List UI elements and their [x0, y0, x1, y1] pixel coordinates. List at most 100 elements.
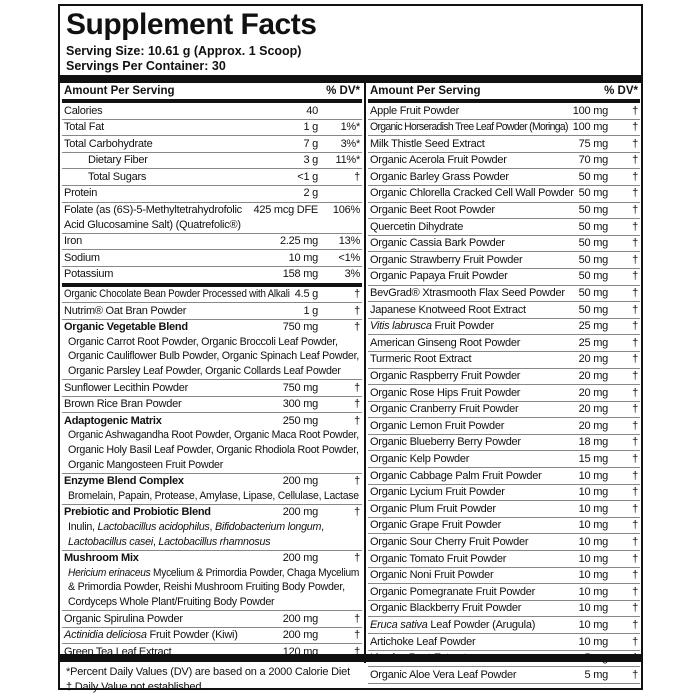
ingredient-name: Organic Sour Cherry Fruit Powder: [370, 535, 640, 550]
amount: 200 mg: [282, 629, 318, 642]
ingredient-row: Folate (as (6S)-5-Methyltetrahydrofolic A…: [62, 203, 362, 234]
ingredient-row: Vitis labrusca Fruit Powder 25 mg †: [368, 319, 640, 336]
text-segment: Cordyceps Whole Plant/Fruiting Body Powd…: [68, 595, 275, 608]
text-segment: & Primordia Powder, Reishi Mushroom Frui…: [68, 581, 345, 594]
text-segment: Mushroom Mix: [64, 552, 139, 565]
ingredient-row: Adaptogenic Matrix Organic Ashwagandha Ro…: [62, 413, 362, 474]
name-text: Organic Beet Root Powder: [370, 203, 495, 218]
text-segment: Organic Blackberry Fruit Powder: [370, 602, 522, 615]
daily-value: †: [354, 381, 360, 394]
name-text: Organic Barley Grass Powder: [370, 170, 509, 185]
daily-value: †: [632, 187, 638, 200]
name-text: Sunflower Lecithin Powder: [64, 381, 188, 396]
amount: 20 mg: [578, 353, 609, 366]
thick-divider: [60, 75, 641, 83]
name-text: Enzyme Blend Complex: [64, 474, 184, 489]
daily-value: †: [632, 253, 638, 266]
ingredient-name: Total Fat: [64, 120, 362, 135]
name-text: Acid Glucosamine Salt) (Quatrefolic®): [64, 218, 241, 233]
blend-components: Organic Cauliflower Bulb Powder, Organic…: [64, 349, 362, 364]
ingredient-name: Adaptogenic Matrix: [64, 414, 362, 429]
amount: 200 mg: [282, 475, 318, 488]
daily-value: 13%: [338, 235, 361, 248]
daily-value: †: [632, 320, 638, 333]
text-segment: Organic Rose Hips Fruit Powder: [370, 386, 521, 399]
text-segment: ,: [209, 520, 215, 533]
ingredient-row: Prebiotic and Probiotic Blend Inulin, Lac…: [62, 505, 362, 551]
daily-value: †: [632, 519, 638, 532]
amount: 50 mg: [578, 237, 609, 250]
dv-header: % DV*: [604, 85, 638, 97]
text-segment: Organic Pomegranate Fruit Powder: [370, 585, 536, 598]
text-segment: Milk Thistle Seed Extract: [370, 137, 485, 150]
daily-value: †: [632, 303, 638, 316]
daily-value: †: [354, 629, 360, 642]
blend-components: Lactobacillus casei, Lactobacillus rhamn…: [64, 535, 362, 550]
daily-value: †: [354, 645, 360, 658]
ingredient-name: Apple Fruit Powder: [370, 104, 640, 119]
text-segment: American Ginseng Root Powder: [370, 336, 521, 349]
daily-value: †: [632, 486, 638, 499]
ingredient-name: Organic Lemon Fruit Powder: [370, 419, 640, 434]
name-text: Organic Papaya Fruit Powder: [370, 269, 508, 284]
name-text: Total Fat: [64, 120, 104, 135]
ingredient-row: Apple Fruit Powder 100 mg †: [368, 103, 640, 120]
name-text: Calories: [64, 104, 103, 119]
daily-value: †: [632, 569, 638, 582]
ingredient-name: Quercetin Dihydrate: [370, 220, 640, 235]
blend-components-text: Organic Carrot Root Powder, Organic Broc…: [68, 335, 338, 348]
name-text: Organic Chocolate Bean Powder Processed …: [64, 287, 290, 302]
daily-value: †: [632, 220, 638, 233]
text-segment: Organic Kelp Powder: [370, 452, 470, 465]
amount: 200 mg: [282, 552, 318, 565]
daily-value: <1%: [338, 251, 360, 264]
amount: 10 mg: [578, 552, 609, 565]
ingredient-name: Organic Grape Fruit Powder: [370, 518, 640, 533]
text-segment: Organic Chocolate Bean Powder Processed …: [64, 288, 290, 301]
amount: 18 mg: [578, 436, 609, 449]
ingredient-row: Organic Strawberry Fruit Powder 50 mg †: [368, 252, 640, 269]
daily-value: †: [632, 469, 638, 482]
ingredient-row: Organic Lemon Fruit Powder 20 mg †: [368, 418, 640, 435]
ingredient-name: BevGrad® Xtrasmooth Flax Seed Powder: [370, 286, 640, 301]
ingredient-row: Total Fat 1 g 1%*: [62, 120, 362, 137]
amount: 1 g: [303, 304, 318, 317]
ingredient-row: Organic Beet Root Powder 50 mg †: [368, 203, 640, 220]
name-text: Organic Cranberry Fruit Powder: [370, 402, 519, 417]
name-text: Organic Blueberry Berry Powder: [370, 435, 521, 450]
text-segment: Protein: [64, 187, 98, 200]
text-segment: Organic Strawberry Fruit Powder: [370, 253, 523, 266]
daily-value: †: [632, 121, 638, 134]
amount: 50 mg: [578, 287, 609, 300]
name-text: Organic Rose Hips Fruit Powder: [370, 386, 520, 401]
daily-value: †: [632, 452, 638, 465]
text-segment: Organic Cranberry Fruit Powder: [370, 403, 519, 416]
ingredient-row: Organic Rose Hips Fruit Powder 20 mg †: [368, 385, 640, 402]
ingredient-row: Artichoke Leaf Powder 10 mg †: [368, 634, 640, 651]
ingredient-row: Dietary Fiber 3 g 11%*: [62, 153, 362, 170]
ingredient-row: Organic Cranberry Fruit Powder 20 mg †: [368, 402, 640, 419]
daily-value: †: [632, 386, 638, 399]
dv-header: % DV*: [326, 85, 360, 97]
blend-components-text: Organic Holy Basil Leaf Powder, Organic …: [68, 443, 359, 456]
ingredient-name: Organic Blackberry Fruit Powder: [370, 601, 640, 616]
daily-value: †: [354, 288, 360, 301]
ingredient-row: Organic Spirulina Powder 200 mg †: [62, 611, 362, 628]
name-text: Organic Spirulina Powder: [64, 612, 183, 627]
ingredient-row: Organic Kelp Powder 15 mg †: [368, 451, 640, 469]
italic-text: Lactobacillus casei: [68, 535, 153, 548]
name-text: Actinidia deliciosa Fruit Powder (Kiwi): [64, 628, 238, 643]
amount: 25 mg: [578, 336, 609, 349]
italic-text: Eruca sativa: [370, 618, 428, 631]
serving-size: Serving Size: 10.61 g (Approx. 1 Scoop): [66, 44, 302, 58]
ingredient-row: Organic Lycium Fruit Powder 10 mg †: [368, 485, 640, 502]
footnote-dagger: † Daily Value not established.: [66, 681, 205, 693]
ingredient-row: Total Carbohydrate 7 g 3%*: [62, 136, 362, 153]
name-text: Organic Chlorella Cracked Cell Wall Powd…: [370, 186, 574, 201]
amount: 10 mg: [578, 469, 609, 482]
daily-value: 11%*: [335, 154, 361, 167]
name-text: Organic Pomegranate Fruit Powder: [370, 585, 535, 600]
daily-value: 1%*: [340, 121, 361, 134]
ingredient-name: Organic Chlorella Cracked Cell Wall Powd…: [370, 186, 640, 201]
ingredient-name: Brown Rice Bran Powder: [64, 397, 362, 412]
